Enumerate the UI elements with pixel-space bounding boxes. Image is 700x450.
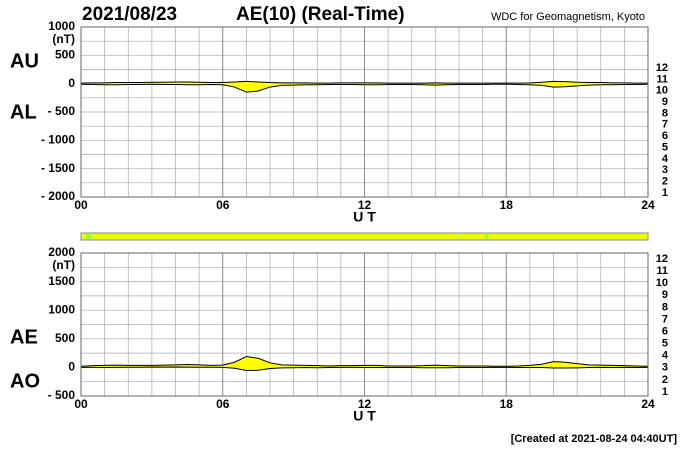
station-count: 4 — [662, 350, 669, 362]
source: WDC for Geomagnetism, Kyoto — [491, 11, 645, 23]
x-tick-label: 06 — [216, 198, 230, 212]
station-count: 7 — [662, 119, 668, 131]
y-tick-label: 0 — [68, 360, 75, 374]
station-count: 12 — [656, 62, 668, 74]
series-line — [80, 356, 649, 367]
x-tick-label: 24 — [641, 397, 655, 411]
y-tick-label: - 500 — [48, 104, 76, 118]
station-count: 10 — [656, 85, 668, 97]
x-tick-label: 24 — [641, 198, 655, 212]
x-tick-label: 18 — [500, 198, 514, 212]
station-count: 7 — [662, 313, 668, 325]
station-count: 8 — [662, 301, 668, 313]
y-axis-unit: (nT) — [52, 32, 75, 46]
plot-frame — [80, 26, 649, 198]
station-count: 9 — [662, 289, 668, 301]
series-line — [80, 80, 648, 84]
station-count: 2 — [662, 176, 668, 188]
station-count: 1 — [662, 386, 668, 398]
series-line — [81, 366, 649, 372]
y-tick-label: - 1500 — [41, 161, 75, 175]
y-tick-label: - 2000 — [41, 189, 75, 203]
series-name: AO — [10, 370, 40, 392]
quality-strip — [80, 232, 649, 241]
station-count: 9 — [662, 96, 668, 108]
station-count: 2 — [662, 374, 668, 386]
x-tick-label: 12 — [358, 198, 372, 212]
station-count: 8 — [662, 107, 668, 119]
y-tick-label: 2000 — [48, 245, 75, 259]
series-name: AE — [10, 326, 38, 348]
y-tick-label: - 500 — [48, 388, 76, 402]
x-tick-label: 00 — [74, 198, 88, 212]
y-tick-label: 0 — [68, 76, 75, 90]
y-tick-label: 1000 — [48, 19, 75, 33]
plot-frame — [80, 252, 649, 397]
date: 2021/08/23 — [82, 4, 177, 25]
y-tick-label: 1000 — [48, 302, 75, 316]
y-axis-unit: (nT) — [52, 258, 75, 272]
station-count: 10 — [656, 277, 668, 289]
station-count: 3 — [662, 362, 668, 374]
series-name: AL — [10, 101, 37, 123]
x-tick-label: 06 — [216, 397, 230, 411]
x-axis-label: U T — [353, 408, 376, 424]
y-tick-label: 1500 — [48, 274, 75, 288]
station-count: 3 — [662, 164, 668, 176]
footer: [Created at 2021-08-24 04:40UT] — [511, 433, 678, 445]
series-line — [80, 83, 649, 93]
x-tick-label: 00 — [74, 397, 88, 411]
series-name: AU — [10, 50, 39, 72]
station-count: 4 — [662, 153, 669, 165]
chart-title: AE(10) (Real-Time) — [236, 4, 405, 25]
station-count: 11 — [656, 73, 668, 85]
x-axis-label: U T — [353, 209, 376, 225]
x-tick-label: 12 — [358, 397, 372, 411]
station-count: 11 — [656, 265, 668, 277]
station-count: 6 — [662, 130, 668, 142]
station-count: 6 — [662, 325, 668, 337]
station-count: 5 — [662, 141, 668, 153]
station-count: 5 — [662, 338, 668, 350]
station-count: 12 — [656, 253, 668, 265]
x-tick-label: 18 — [500, 397, 514, 411]
y-tick-label: 500 — [55, 48, 75, 62]
station-count: 1 — [662, 187, 668, 199]
y-tick-label: - 1000 — [41, 133, 75, 147]
y-tick-label: 500 — [55, 331, 75, 345]
